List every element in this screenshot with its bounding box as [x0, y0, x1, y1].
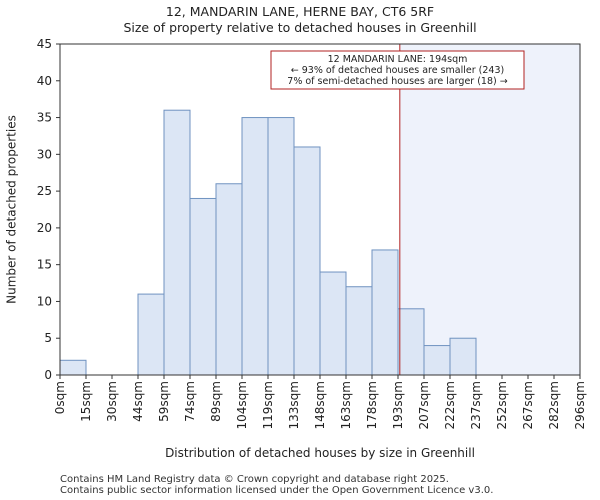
x-tick-label: 104sqm — [235, 381, 249, 429]
y-tick-label: 30 — [37, 147, 52, 161]
y-tick-label: 40 — [37, 74, 52, 88]
histogram-bar — [293, 146, 321, 376]
y-tick-label: 35 — [37, 111, 52, 125]
footer-line-2: Contains public sector information licen… — [60, 485, 494, 496]
x-tick-label: 44sqm — [131, 381, 145, 422]
x-tick-label: 74sqm — [183, 381, 197, 422]
x-tick-label: 119sqm — [261, 381, 275, 429]
x-tick-label: 222sqm — [443, 381, 457, 429]
histogram-bar — [163, 109, 191, 376]
x-tick-label: 133sqm — [287, 381, 301, 429]
x-tick-label: 178sqm — [365, 381, 379, 429]
histogram-bar — [345, 286, 373, 376]
x-axis-label: Distribution of detached houses by size … — [165, 446, 475, 460]
x-tick-label: 30sqm — [105, 381, 119, 422]
x-tick-label: 267sqm — [521, 381, 535, 429]
y-tick-label: 15 — [37, 258, 52, 272]
x-tick-label: 282sqm — [547, 381, 561, 429]
shaded-region — [399, 44, 580, 375]
chart-title: 12, MANDARIN LANE, HERNE BAY, CT6 5RF — [165, 4, 435, 19]
x-tick-label: 252sqm — [495, 381, 509, 429]
histogram-bar — [319, 271, 347, 376]
histogram-bar — [137, 293, 165, 376]
y-tick-label: 25 — [37, 184, 52, 198]
histogram-bar — [267, 117, 295, 376]
x-tick-label: 237sqm — [469, 381, 483, 429]
y-tick-label: 45 — [37, 37, 52, 51]
y-tick-label: 10 — [37, 294, 52, 308]
histogram-bar — [241, 117, 269, 376]
histogram-bar — [449, 337, 477, 376]
x-tick-label: 0sqm — [53, 381, 67, 414]
x-tick-label: 59sqm — [157, 381, 171, 422]
histogram-bar — [215, 183, 243, 376]
x-tick-label: 163sqm — [339, 381, 353, 429]
histogram-bar — [423, 345, 451, 376]
footer-line-1: Contains HM Land Registry data © Crown c… — [60, 474, 449, 485]
annotation-line-3: 7% of semi-detached houses are larger (1… — [287, 76, 507, 87]
annotation-line-1: 12 MANDARIN LANE: 194sqm — [328, 54, 468, 65]
histogram-bar — [59, 359, 87, 376]
annotation-line-2: ← 93% of detached houses are smaller (24… — [291, 65, 504, 76]
y-tick-label: 20 — [37, 221, 52, 235]
chart-subtitle: Size of property relative to detached ho… — [123, 20, 477, 35]
x-tick-label: 15sqm — [79, 381, 93, 422]
x-tick-label: 89sqm — [209, 381, 223, 422]
x-tick-label: 193sqm — [391, 381, 405, 429]
histogram-bar — [397, 308, 425, 376]
x-tick-label: 207sqm — [417, 381, 431, 429]
y-tick-label: 0 — [44, 368, 52, 382]
y-axis-label: Number of detached properties — [5, 115, 19, 304]
x-tick-label: 296sqm — [573, 381, 587, 429]
y-tick-label: 5 — [44, 331, 52, 345]
histogram-bar — [189, 197, 217, 376]
histogram-bar — [371, 249, 399, 376]
annotation-box: 12 MANDARIN LANE: 194sqm ← 93% of detach… — [270, 50, 525, 90]
x-tick-label: 148sqm — [313, 381, 327, 429]
